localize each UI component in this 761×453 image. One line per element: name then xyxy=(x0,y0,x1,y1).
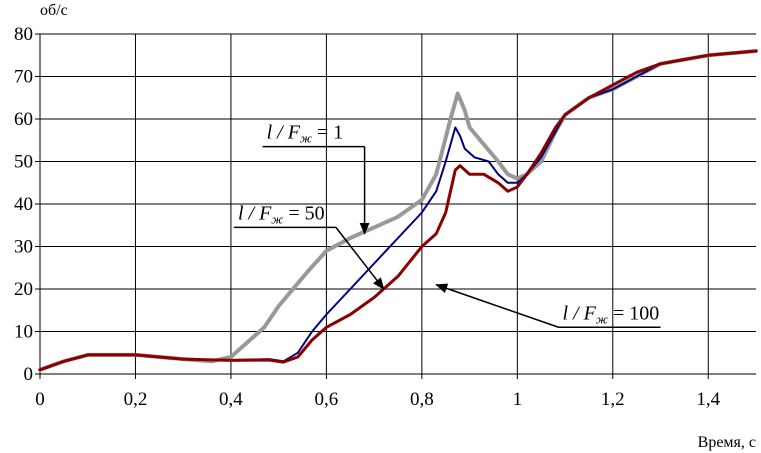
x-tick-label: 0,8 xyxy=(410,389,434,410)
y-tick-labels: 0 10 20 30 40 50 60 70 80 xyxy=(14,24,40,385)
y-tick-label: 70 xyxy=(14,67,33,88)
y-tick-label: 80 xyxy=(14,24,33,45)
annotation-label: l / Fж = 50 xyxy=(238,202,325,226)
annotation-label: l / Fж = 1 xyxy=(267,122,344,146)
series-layer xyxy=(38,49,758,372)
y-tick-label: 50 xyxy=(14,152,33,173)
series-line-3 xyxy=(38,49,758,372)
x-tick-label: 0,2 xyxy=(124,389,148,410)
y-tick-label: 60 xyxy=(14,109,33,130)
annotation-arrow xyxy=(335,226,385,290)
annotation-3: l / Fж = 100 xyxy=(435,283,661,328)
x-tick-label: 1 xyxy=(513,389,523,410)
y-tick-label: 10 xyxy=(14,322,33,343)
x-tick-label: 1,4 xyxy=(696,389,720,410)
grid-lines xyxy=(40,33,756,374)
x-tick-label: 1,2 xyxy=(601,389,625,410)
annotation-layer: l / Fж = 1 l / Fж = 50 l / Fж = 100 xyxy=(233,122,661,328)
x-tick-labels: 0 0,2 0,4 0,6 0,8 1 1,2 1,4 xyxy=(35,374,721,410)
annotation-1: l / Fж = 1 xyxy=(262,122,370,235)
x-tick-label: 0 xyxy=(35,389,45,410)
y-axis-title: об/с xyxy=(40,2,68,19)
x-tick-label: 0,6 xyxy=(315,389,339,410)
annotation-arrow xyxy=(435,283,559,328)
y-tick-label: 30 xyxy=(14,237,33,258)
y-tick-label: 40 xyxy=(14,194,33,215)
y-tick-label: 20 xyxy=(14,279,33,300)
x-axis-title: Время, с xyxy=(698,434,756,451)
annotation-2: l / Fж = 50 xyxy=(233,202,385,290)
y-tick-label: 0 xyxy=(24,364,34,385)
x-tick-label: 0,4 xyxy=(219,389,243,410)
annotation-label: l / Fж = 100 xyxy=(563,302,660,326)
